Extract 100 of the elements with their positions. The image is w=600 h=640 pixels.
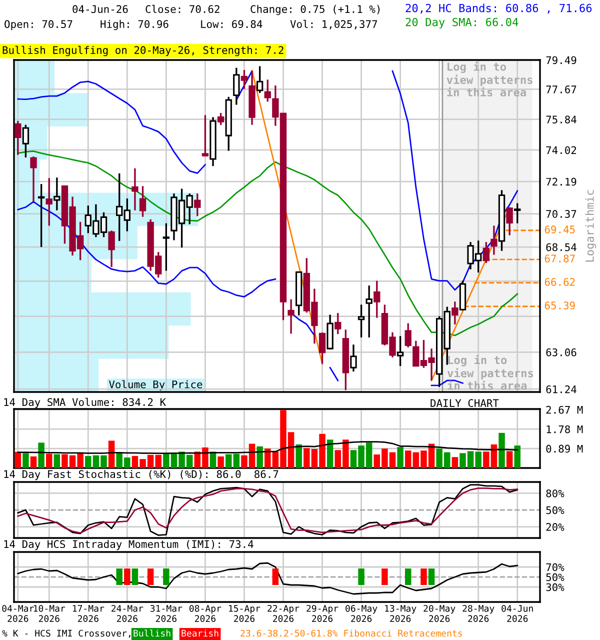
candlestick (30, 156, 37, 202)
candlestick (288, 298, 294, 335)
text: 20 Day SMA: 66.04 (406, 18, 518, 28)
x-tick-label: 29-Apr 2026 (306, 604, 338, 622)
candlestick (490, 224, 498, 256)
y-tick-label: 70% (546, 563, 564, 572)
candlestick (108, 230, 115, 268)
bar (404, 450, 412, 468)
bar (326, 440, 334, 468)
candlestick (233, 66, 240, 106)
text: Open: 70.57 (4, 20, 72, 30)
y-tick-label: 20% (546, 523, 564, 531)
bar (46, 454, 52, 468)
text: Bullish (134, 630, 170, 637)
bar (38, 442, 44, 468)
x-tick-label: 10-Mar 2026 (34, 604, 66, 622)
bar (397, 447, 404, 468)
x-tick-label: 06-May 2026 (346, 604, 378, 622)
candlestick (217, 112, 224, 126)
y-tick-label: 70.37 (546, 210, 576, 218)
y-tick-label: 75.84 (546, 116, 576, 124)
x-tick-label: 04-Mar 2026 (2, 604, 34, 622)
y-tick-label: 68.54 (546, 243, 576, 252)
candlestick (482, 241, 490, 264)
candlestick (139, 185, 146, 218)
candlestick (132, 168, 138, 212)
y-tick-label: 72.19 (546, 178, 576, 186)
y-tick-label: 79.49 (546, 56, 576, 64)
candlestick (350, 344, 357, 372)
text: DAILY CHART (430, 399, 499, 408)
bar (14, 452, 22, 468)
candlestick (318, 332, 326, 365)
text: 20,2 HC Bands: 60.86 , 71.66 (406, 4, 592, 14)
x-tick-label: 08-Apr 2026 (189, 604, 222, 622)
y-tick-label: 63.06 (546, 348, 576, 356)
x-tick-label: 17-Mar 2026 (72, 605, 104, 622)
y-tick-label: 0.89 M (546, 444, 583, 453)
candlestick (162, 222, 170, 272)
bar (30, 456, 37, 468)
text: 04-Jun-26 (72, 5, 128, 14)
bar (233, 454, 240, 468)
x-tick-label: 31-Mar 2026 (150, 604, 182, 622)
text: Bearish (182, 630, 218, 637)
candlestick (46, 177, 52, 226)
bar (22, 453, 29, 468)
chart-title: 14 Day Fast Stochastic (%K) (%D): 86.0 86.7 (4, 470, 278, 480)
y-tick-label: 2.67 M (546, 406, 583, 414)
bar (256, 446, 263, 468)
candlestick (396, 335, 404, 367)
y-tick-label: 30% (546, 583, 564, 592)
chart-title: 14 Day HCS Intraday Momentum (IMI): 73.4 (4, 540, 254, 550)
y-axis-title: Logarithmic (585, 190, 596, 262)
x-tick-label: 22-Apr 2026 (268, 604, 300, 622)
y-tick-label: 50% (546, 573, 564, 582)
x-tick-label: 13-May 2026 (385, 604, 416, 622)
bar (155, 454, 162, 468)
candlestick (514, 202, 521, 224)
candlestick (452, 300, 458, 326)
y-tick-label: 1.78 M (546, 425, 583, 434)
y-tick-label: 50% (546, 506, 564, 514)
bar (452, 457, 458, 468)
annotation: Log in to view patterns in this area (447, 354, 534, 390)
candlestick (374, 280, 380, 319)
ref-line-label: 67.87 (544, 254, 575, 262)
candlestick (202, 114, 209, 158)
y-tick-label: 74.02 (546, 146, 576, 154)
candlestick (194, 192, 201, 217)
candlestick (22, 124, 30, 158)
text: High: 70.96 (100, 20, 168, 30)
bar (225, 454, 232, 468)
x-tick-label: 20-May 2026 (424, 604, 456, 622)
candlestick (506, 206, 513, 236)
text: Volume By Price (108, 380, 202, 390)
candlestick (14, 120, 22, 156)
candlestick (334, 312, 342, 335)
y-tick-label: 80% (546, 489, 564, 498)
bar (498, 432, 505, 468)
x-tick-label: 04-Jun 2026 (502, 604, 533, 622)
text: Close: 70.62 (146, 4, 220, 14)
candlestick (240, 69, 248, 90)
candlestick (404, 322, 412, 348)
text: Low: 69.84 (201, 20, 262, 28)
chart-title: 14 Day SMA Volume: 834.2 K (4, 398, 166, 408)
text: 23.6-38.2-50-61.8% Fibonacci Retracements (240, 630, 462, 637)
bar (108, 440, 115, 468)
bar (54, 454, 60, 468)
x-tick-label: 28-May 2026 (462, 604, 494, 622)
bar (506, 451, 513, 468)
candlestick (256, 65, 264, 94)
text: Change: 0.75 (+1.1 %) (250, 4, 380, 16)
bar (296, 444, 302, 468)
candlestick (358, 304, 365, 338)
line-series (17, 562, 518, 595)
y-tick-label: 61.24 (546, 385, 576, 394)
legend-title: % K - HCS IMI Crossover, (2, 630, 130, 638)
y-tick-label: 77.67 (546, 85, 576, 94)
x-tick-label: 15-Apr 2026 (229, 605, 260, 622)
bar (514, 445, 520, 468)
ref-line-label: 66.62 (544, 278, 575, 286)
ref-line-label: 65.39 (544, 302, 575, 310)
